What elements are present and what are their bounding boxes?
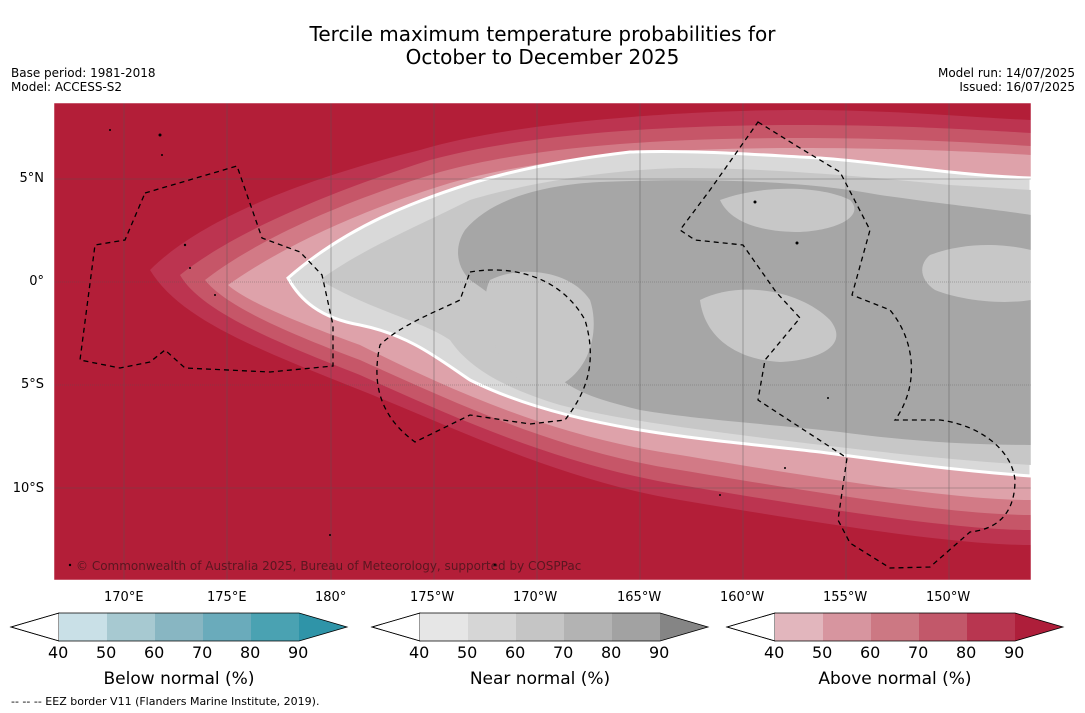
lon-label-155w: 155°W — [823, 590, 868, 605]
model-run-text: Model run: 14/07/2025 — [937, 66, 1075, 80]
near-tick-50: 50 — [457, 643, 478, 662]
below-tick-40: 40 — [48, 643, 69, 662]
lon-label-170w: 170°W — [513, 590, 558, 605]
graticule — [54, 103, 1031, 580]
lon-label-180: 180° — [315, 590, 347, 605]
lat-label-10s: 10°S — [12, 481, 44, 496]
above-normal-label: Above normal (%) — [818, 669, 972, 689]
base-period-text: Base period: 1981-2018 — [11, 66, 156, 80]
lon-label-165w: 165°W — [617, 590, 662, 605]
lat-label-0: 0° — [29, 274, 44, 289]
near-normal-patch-3 — [922, 245, 1031, 302]
eez-borders — [79, 121, 1016, 569]
near-normal-label: Near normal (%) — [469, 669, 611, 689]
near-tick-60: 60 — [505, 643, 526, 662]
eez-note: -- -- -- EEZ border V11 (Flanders Marine… — [11, 695, 320, 708]
above-tick-80: 80 — [956, 643, 977, 662]
above-tick-60: 60 — [860, 643, 881, 662]
lon-label-150w: 150°W — [926, 590, 971, 605]
lon-label-175e: 175°E — [207, 590, 247, 605]
below-normal-label: Below normal (%) — [103, 669, 255, 689]
above-tick-40: 40 — [764, 643, 785, 662]
below-tick-60: 60 — [144, 643, 165, 662]
lon-label-170e: 170°E — [104, 590, 144, 605]
below-tick-70: 70 — [192, 643, 213, 662]
near-normal-patch-4 — [720, 188, 855, 232]
below-tick-80: 80 — [240, 643, 261, 662]
map-title-line2: October to December 2025 — [405, 45, 680, 69]
near-normal-patch-1 — [485, 271, 594, 388]
near-tick-70: 70 — [553, 643, 574, 662]
lon-label-175w: 175°W — [410, 590, 455, 605]
near-normal-patch-2 — [700, 289, 837, 362]
map-title-line1: Tercile maximum temperature probabilitie… — [309, 22, 776, 46]
model-text: Model: ACCESS-S2 — [11, 80, 123, 94]
below-tick-90: 90 — [288, 643, 309, 662]
colorbar-graphics — [9, 612, 1065, 642]
near-tick-80: 80 — [601, 643, 622, 662]
island-specks — [68, 129, 829, 567]
issued-text: Issued: 16/07/2025 — [959, 80, 1075, 94]
lat-label-5n: 5°N — [19, 171, 45, 186]
below-tick-50: 50 — [96, 643, 117, 662]
lon-label-160w: 160°W — [720, 590, 765, 605]
above-tick-50: 50 — [812, 643, 833, 662]
above-tick-90: 90 — [1004, 643, 1025, 662]
copyright-text: © Commonwealth of Australia 2025, Bureau… — [76, 559, 582, 573]
above-tick-70: 70 — [908, 643, 929, 662]
lat-label-5s: 5°S — [20, 377, 44, 392]
near-tick-90: 90 — [649, 643, 670, 662]
near-tick-40: 40 — [409, 643, 430, 662]
